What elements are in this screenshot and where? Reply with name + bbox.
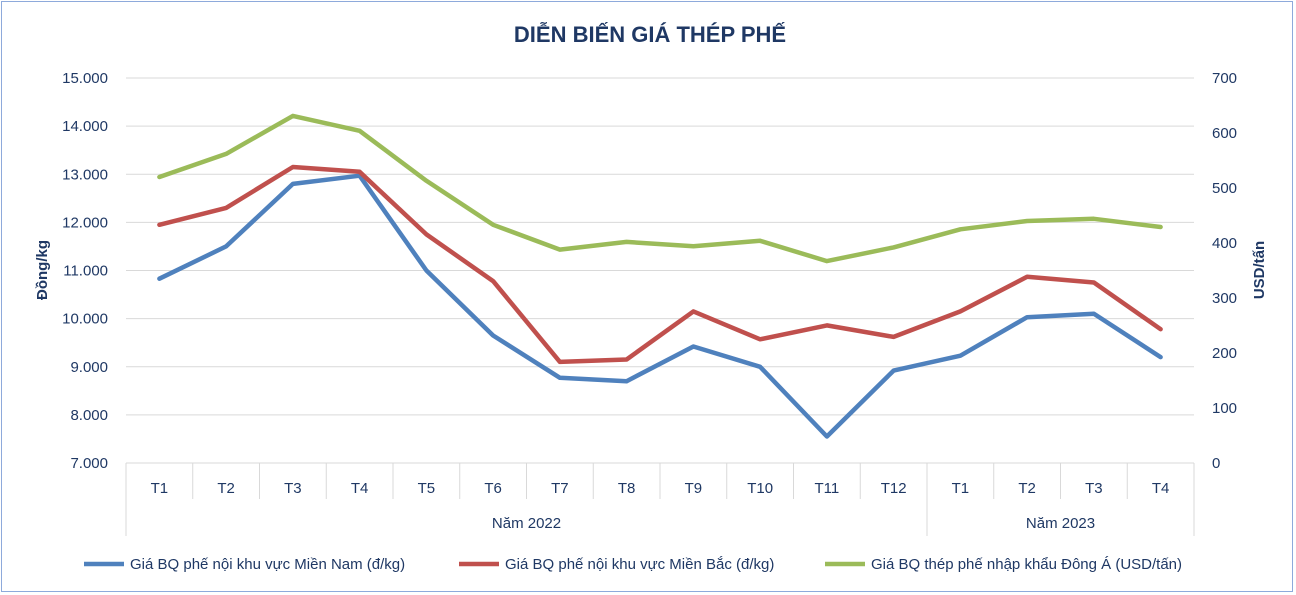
right-tick-label: 600 xyxy=(1212,125,1237,142)
category-label: T1 xyxy=(952,480,970,497)
category-label: T2 xyxy=(217,480,235,497)
gridlines xyxy=(126,77,1194,464)
category-label: T11 xyxy=(815,480,840,497)
category-label: T4 xyxy=(1152,480,1170,497)
right-tick-label: 700 xyxy=(1212,70,1237,87)
right-axis-ticks: 0 100 200 300 400 500 600 700 xyxy=(1212,70,1237,472)
left-tick-label: 11.000 xyxy=(63,263,108,280)
category-label: T3 xyxy=(1085,480,1103,497)
left-tick-label: 10.000 xyxy=(62,311,108,328)
left-tick-label: 13.000 xyxy=(62,166,108,183)
category-label: T5 xyxy=(418,480,436,497)
category-label: T12 xyxy=(881,480,907,497)
series-line-1 xyxy=(157,173,1163,439)
right-tick-label: 400 xyxy=(1212,235,1237,252)
category-label: T6 xyxy=(484,480,502,497)
series-line-3 xyxy=(157,113,1163,264)
left-axis-ticks: 7.000 8.000 9.000 10.000 11.000 12.000 13.000 1… xyxy=(62,70,108,472)
right-tick-label: 200 xyxy=(1212,345,1237,362)
category-label: T10 xyxy=(747,480,773,497)
category-label: T2 xyxy=(1018,480,1036,497)
legend-entry-1: Giá BQ phế nội khu vực Miền Nam (đ/kg) xyxy=(130,556,405,573)
right-tick-label: 300 xyxy=(1212,290,1237,307)
right-tick-label: 100 xyxy=(1212,400,1237,417)
legend: Giá BQ phế nội khu vực Miền Nam (đ/kg) Gi… xyxy=(84,556,1182,573)
left-tick-label: 15.000 xyxy=(62,70,108,87)
right-axis-label: USD/tấn xyxy=(1251,241,1268,299)
chart-title: DIỄN BIẾN GIÁ THÉP PHẾ xyxy=(514,21,786,47)
left-tick-label: 12.000 xyxy=(62,214,108,231)
group-label: Năm 2022 xyxy=(492,515,561,532)
category-label: T4 xyxy=(351,480,369,497)
group-label: Năm 2023 xyxy=(1026,515,1095,532)
category-label: T1 xyxy=(151,480,169,497)
left-tick-label: 8.000 xyxy=(70,407,108,424)
legend-entry-3: Giá BQ thép phế nhập khẩu Đông Á (USD/tấ… xyxy=(871,556,1182,573)
right-tick-label: 500 xyxy=(1212,180,1237,197)
left-tick-label: 14.000 xyxy=(62,118,108,135)
right-tick-label: 0 xyxy=(1212,455,1220,472)
category-axis: T1 T2 T3 T4 T5 T6 T7 T8 T9 T10 T11 T12 T1 T2 T3 T4 Năm 2… xyxy=(125,462,1195,536)
legend-entry-2: Giá BQ phế nội khu vực Miền Bắc (đ/kg) xyxy=(505,556,774,573)
left-tick-label: 7.000 xyxy=(70,455,108,472)
category-label: T9 xyxy=(685,480,703,497)
series-line-2 xyxy=(157,164,1163,365)
left-axis-label: Đồng/kg xyxy=(34,240,51,300)
left-tick-label: 9.000 xyxy=(70,359,108,376)
category-label: T8 xyxy=(618,480,636,497)
category-label: T3 xyxy=(284,480,302,497)
series-lines xyxy=(157,113,1163,439)
category-label: T7 xyxy=(551,480,569,497)
